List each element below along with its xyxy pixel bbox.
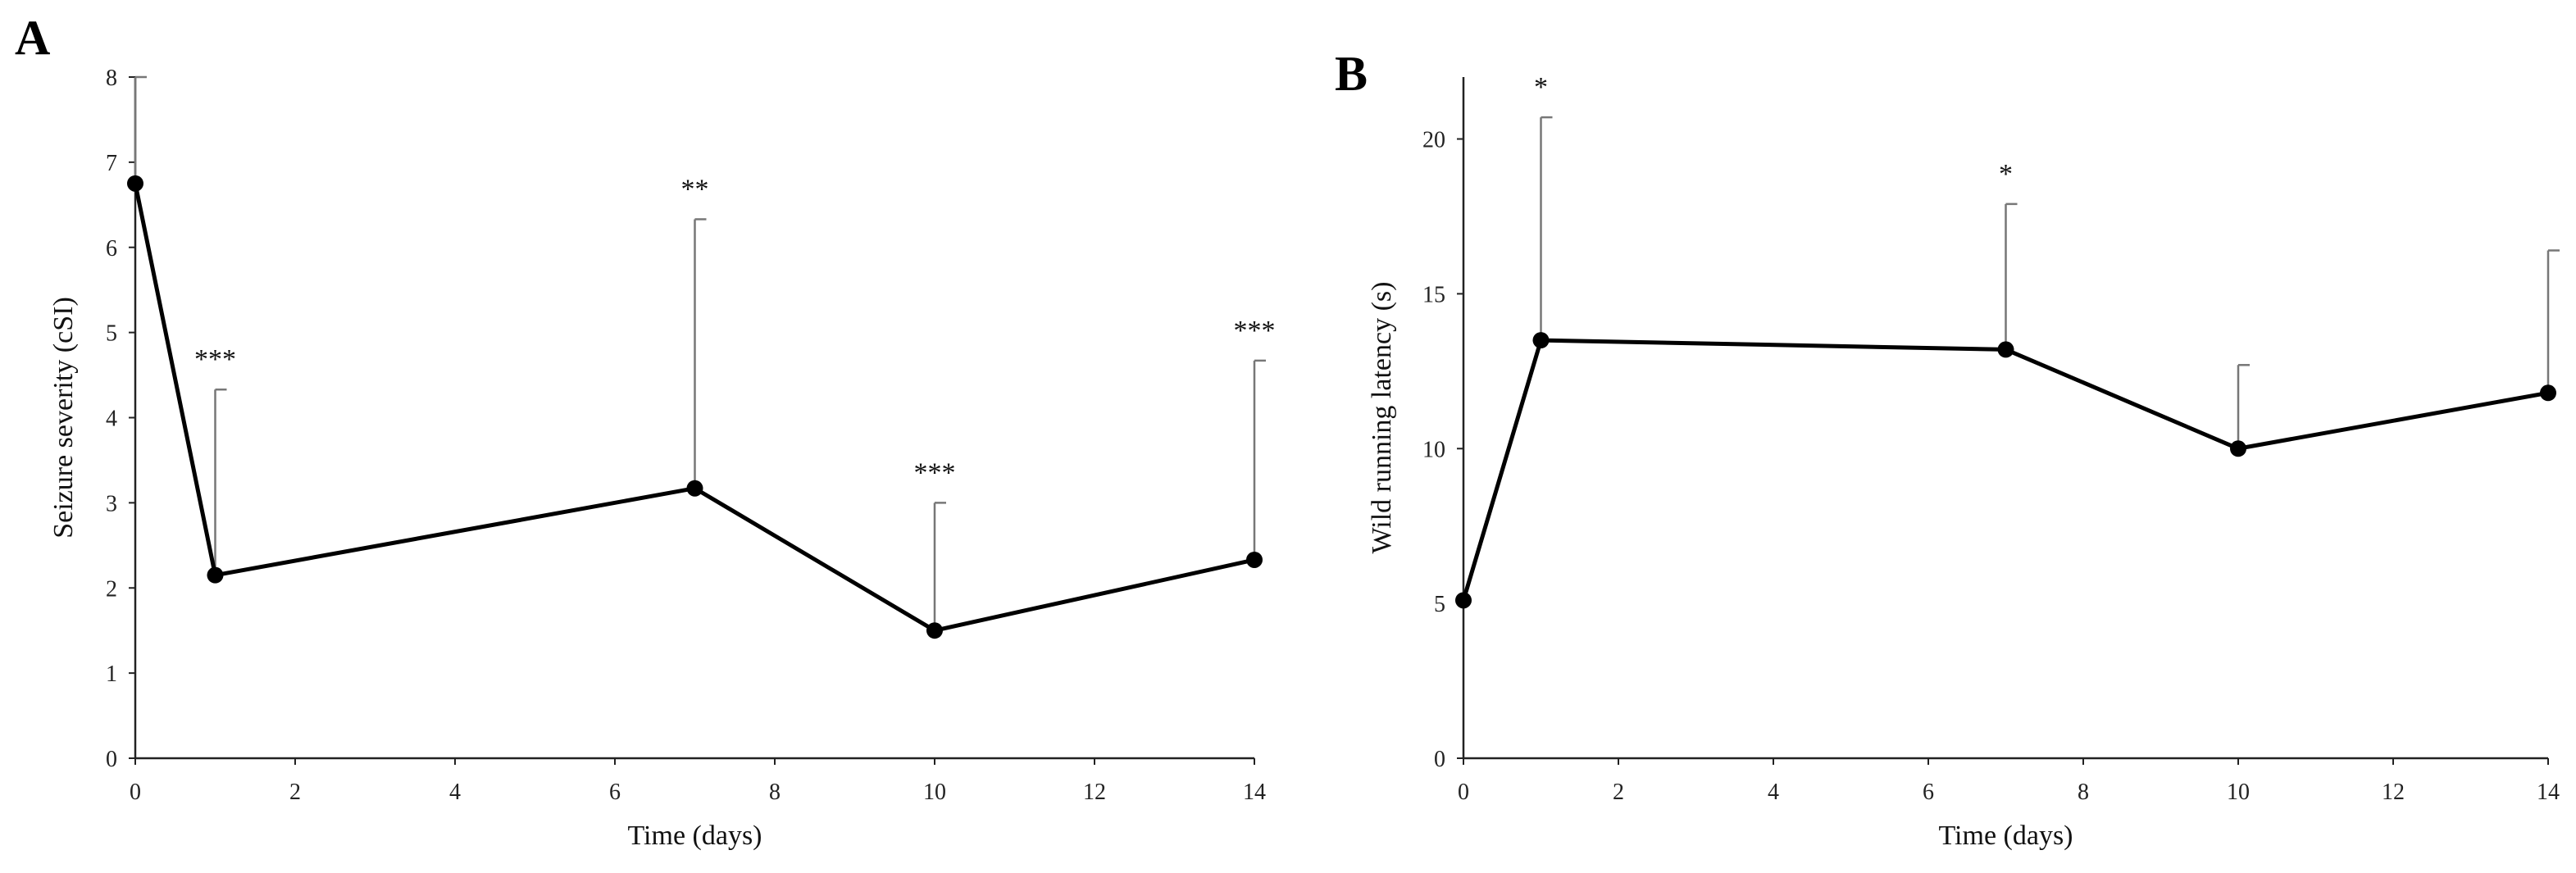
chart-b-y-tick-label: 10 bbox=[1422, 437, 1445, 462]
chart-b-significance-label: * bbox=[1999, 159, 2013, 189]
chart-b-series-line bbox=[1461, 338, 2549, 602]
chart-a-significance-label: ** bbox=[681, 174, 709, 204]
chart-a-y-axis-title: Seizure severity (cSI) bbox=[48, 297, 79, 539]
chart-b-x-tick-label: 8 bbox=[2078, 780, 2089, 805]
chart-a-significance-label: *** bbox=[914, 457, 956, 488]
chart-panel-b: B 0 5 10 15 20 0 2 4 6 8 10 12 14 Time (days) Wild runn… bbox=[1335, 47, 2560, 851]
chart-a-significance-label: *** bbox=[1234, 316, 1276, 346]
chart-a-panel-label: A bbox=[15, 11, 50, 65]
chart-a-y-tick-label: 7 bbox=[106, 151, 117, 176]
chart-a-x-tick-label: 12 bbox=[1083, 780, 1106, 805]
chart-b-data-point bbox=[1532, 332, 1550, 349]
chart-a-y-tick-label: 3 bbox=[106, 491, 117, 516]
chart-a-data-point bbox=[926, 622, 943, 639]
chart-a-y-tick-label: 8 bbox=[106, 66, 117, 91]
chart-a-x-tick-label: 10 bbox=[923, 780, 946, 805]
chart-a-x-tick-label: 6 bbox=[609, 780, 621, 805]
chart-b-data-point bbox=[1997, 341, 2014, 358]
chart-a-data-point bbox=[207, 566, 224, 584]
chart-a-y-tick-label: 4 bbox=[106, 407, 117, 432]
chart-a-y-tick-label: 1 bbox=[106, 662, 117, 687]
chart-a-y-tick-label: 5 bbox=[106, 321, 117, 347]
chart-a-y-tick-label: 0 bbox=[106, 747, 117, 772]
chart-b-x-tick-label: 4 bbox=[1768, 780, 1779, 805]
chart-b-x-tick-label: 6 bbox=[1923, 780, 1934, 805]
chart-b-data-point bbox=[1455, 592, 1472, 609]
chart-b-y-axis-title: Wild running latency (s) bbox=[1367, 282, 1397, 554]
chart-b-data-point bbox=[2230, 440, 2246, 457]
chart-b-x-tick-label: 2 bbox=[1613, 780, 1624, 805]
chart-b-y-tick-label: 20 bbox=[1422, 128, 1445, 153]
chart-a-data-point bbox=[127, 175, 143, 192]
chart-b-x-tick-label: 0 bbox=[1458, 780, 1469, 805]
chart-b-x-tick-label: 14 bbox=[2537, 780, 2560, 805]
chart-a-data-point bbox=[1246, 551, 1263, 568]
chart-a-y-tick-label: 2 bbox=[106, 576, 117, 602]
chart-a-significance-label: *** bbox=[194, 344, 236, 375]
chart-b-x-tick-label: 12 bbox=[2382, 780, 2405, 805]
chart-a-y-tick-label: 6 bbox=[106, 236, 117, 261]
chart-b-panel-label: B bbox=[1335, 47, 1368, 101]
chart-b-x-axis-title: Time (days) bbox=[1938, 821, 2073, 851]
chart-a-x-tick-label: 8 bbox=[769, 780, 781, 805]
chart-b-x-tick-label: 10 bbox=[2227, 780, 2250, 805]
chart-a-x-tick-label: 14 bbox=[1243, 780, 1266, 805]
chart-a-x-tick-label: 0 bbox=[130, 780, 141, 805]
chart-b-y-tick-label: 0 bbox=[1434, 747, 1445, 772]
chart-a-x-tick-label: 4 bbox=[449, 780, 461, 805]
chart-a-x-tick-label: 2 bbox=[289, 780, 301, 805]
chart-b-y-tick-label: 5 bbox=[1434, 592, 1445, 617]
chart-b-data-point bbox=[2540, 384, 2556, 402]
chart-a-data-point bbox=[686, 480, 703, 497]
chart-b-y-tick-label: 15 bbox=[1422, 282, 1445, 307]
chart-a-x-axis-title: Time (days) bbox=[627, 821, 762, 851]
chart-b-significance-label: * bbox=[1534, 72, 1548, 102]
